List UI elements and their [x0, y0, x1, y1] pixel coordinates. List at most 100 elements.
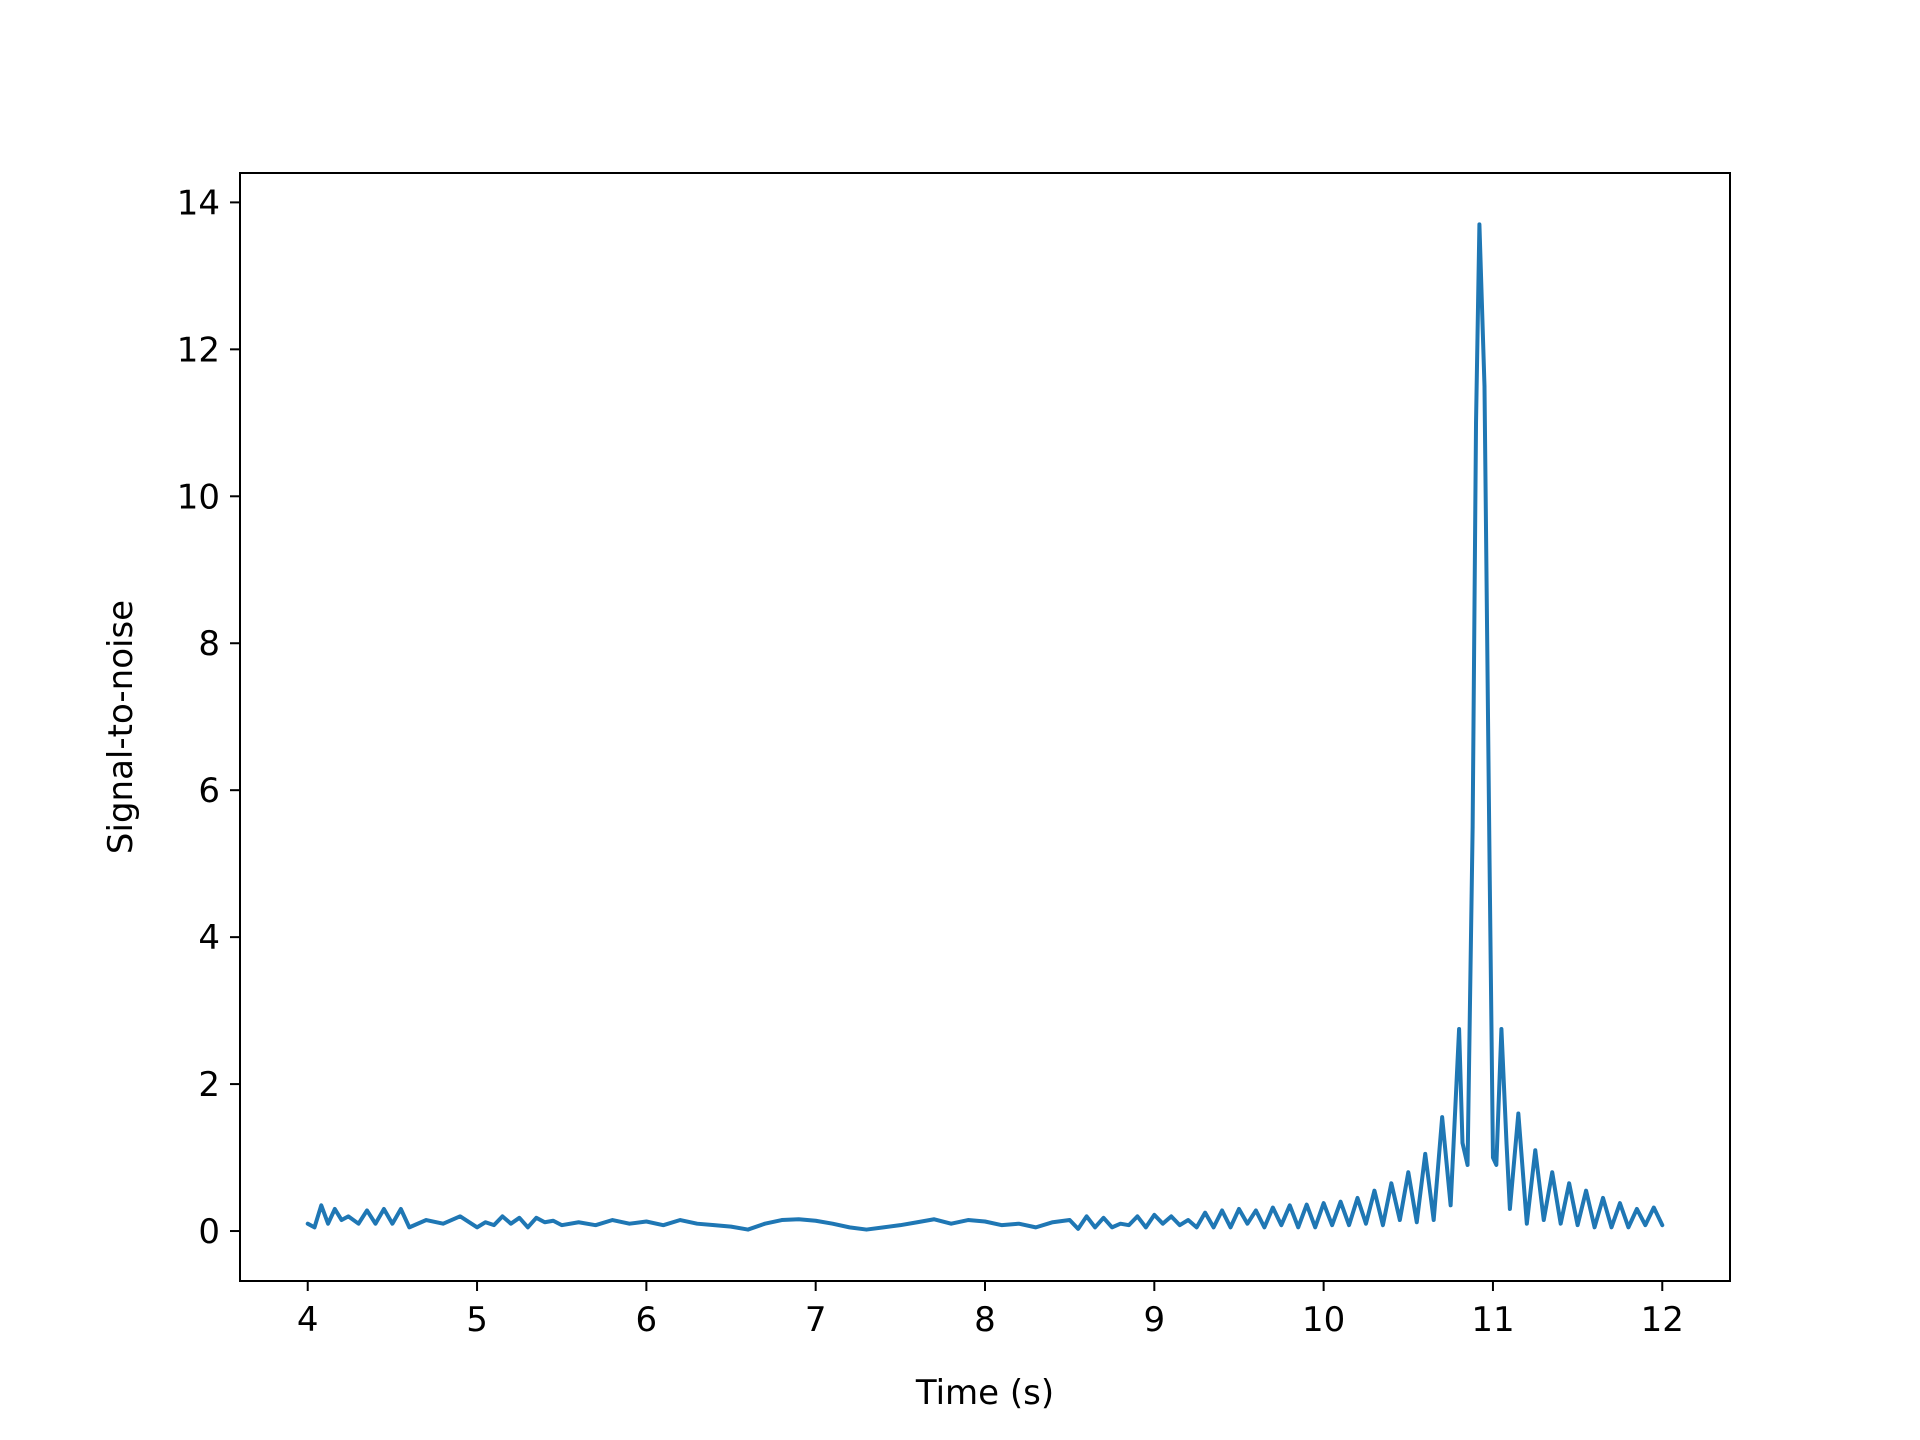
data-point [374, 1222, 377, 1225]
data-point [1542, 1219, 1545, 1221]
data-point [1559, 1222, 1562, 1225]
data-point [1348, 1224, 1350, 1226]
data-point [1602, 1197, 1604, 1199]
data-point [1288, 1204, 1291, 1207]
data-point [1534, 1149, 1537, 1152]
data-point [501, 1215, 504, 1218]
y-tick-label: 6 [198, 771, 220, 811]
data-point [1068, 1219, 1071, 1221]
data-point [1365, 1222, 1367, 1225]
x-tick-label: 4 [297, 1300, 319, 1340]
data-point [1415, 1221, 1418, 1224]
data-point [1263, 1226, 1266, 1229]
data-point [1229, 1226, 1232, 1229]
data-point [713, 1224, 715, 1226]
data-point [1161, 1222, 1164, 1225]
data-point [1644, 1224, 1647, 1226]
data-point [543, 1221, 546, 1224]
y-axis-title: Signal-to-noise [101, 600, 141, 854]
data-point [1077, 1228, 1079, 1230]
data-point [476, 1226, 478, 1229]
data-point [1204, 1211, 1206, 1214]
data-point [400, 1208, 402, 1210]
data-point [1051, 1221, 1054, 1224]
data-point [1576, 1224, 1579, 1226]
data-point [1119, 1222, 1122, 1225]
data-point [1195, 1226, 1198, 1229]
data-point [696, 1222, 698, 1225]
data-point [1407, 1171, 1410, 1174]
data-point [1636, 1208, 1638, 1210]
data-point [1653, 1206, 1655, 1209]
x-tick-label: 7 [805, 1300, 827, 1340]
data-point [1500, 1028, 1503, 1030]
data-point [552, 1219, 555, 1222]
x-axis: 4 5 6 7 8 9 10 11 12 [297, 1281, 1684, 1340]
data-point [967, 1219, 969, 1221]
data-point [1432, 1219, 1435, 1221]
data-point [730, 1225, 732, 1228]
x-tick-label: 12 [1641, 1300, 1684, 1340]
data-point [1458, 1028, 1460, 1030]
data-point [1441, 1116, 1443, 1118]
data-point [1331, 1224, 1333, 1226]
data-point [313, 1226, 316, 1229]
series-layer [305, 222, 1665, 1232]
data-point [1424, 1153, 1427, 1155]
data-point [577, 1221, 580, 1224]
data-point [747, 1228, 749, 1231]
data-point [1221, 1209, 1223, 1212]
data-point [628, 1222, 631, 1225]
series-points [306, 223, 1664, 1231]
data-point [306, 1222, 309, 1225]
y-tick-label: 14 [177, 183, 220, 223]
data-point [510, 1222, 512, 1225]
data-point [611, 1219, 614, 1221]
data-point [1526, 1222, 1528, 1225]
y-tick-label: 4 [198, 918, 220, 958]
data-point [1610, 1226, 1613, 1229]
data-point [645, 1220, 648, 1223]
data-point [527, 1226, 529, 1229]
data-point [764, 1222, 766, 1225]
data-point [679, 1219, 682, 1221]
data-point [1238, 1208, 1240, 1210]
data-point [899, 1224, 902, 1226]
data-point [1585, 1189, 1587, 1192]
data-point [831, 1222, 834, 1225]
x-tick-label: 11 [1471, 1300, 1514, 1340]
data-point [916, 1221, 919, 1224]
data-point [366, 1209, 368, 1212]
x-tick-label: 5 [466, 1300, 488, 1340]
data-point [1035, 1226, 1037, 1229]
data-point [1136, 1215, 1139, 1218]
x-tick-label: 6 [636, 1300, 658, 1340]
data-point [1475, 422, 1477, 424]
data-point [1170, 1215, 1173, 1218]
data-point [459, 1215, 461, 1218]
data-point [1153, 1214, 1156, 1216]
data-point [1390, 1182, 1393, 1185]
data-point [1305, 1203, 1308, 1206]
data-point [1517, 1112, 1520, 1115]
data-point [1145, 1226, 1147, 1229]
data-point [1495, 1164, 1498, 1166]
data-point [1509, 1208, 1511, 1210]
data-point [1111, 1226, 1113, 1229]
data-point [327, 1222, 329, 1225]
data-point [1399, 1219, 1401, 1221]
data-point [1178, 1224, 1181, 1226]
data-point [357, 1222, 360, 1225]
data-point [1488, 862, 1491, 865]
data-point [662, 1224, 665, 1226]
data-point [408, 1226, 411, 1229]
data-point [1373, 1189, 1376, 1192]
data-point [950, 1222, 952, 1225]
data-point [814, 1219, 817, 1222]
x-tick-label: 9 [1143, 1300, 1165, 1340]
y-tick-label: 0 [198, 1212, 220, 1252]
data-point [383, 1208, 385, 1210]
data-point [1483, 385, 1486, 387]
